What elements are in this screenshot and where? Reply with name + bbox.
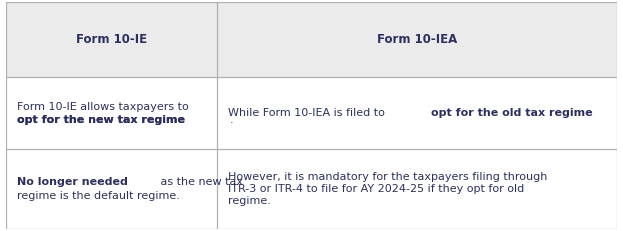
Text: Form 10-IE: Form 10-IE <box>76 33 147 46</box>
Text: ITR-3 or ITR-4 to file for AY 2024-25 if they opt for old: ITR-3 or ITR-4 to file for AY 2024-25 if… <box>228 184 524 194</box>
Bar <box>6 2 617 77</box>
Text: regime is the default regime.: regime is the default regime. <box>17 191 180 201</box>
Text: However, it is mandatory for the taxpayers filing through: However, it is mandatory for the taxpaye… <box>228 172 547 182</box>
Text: regime.: regime. <box>228 196 271 206</box>
Text: opt for the new tax regime: opt for the new tax regime <box>17 115 185 125</box>
Text: as the new tax: as the new tax <box>158 177 244 187</box>
Text: opt for the new tax regime: opt for the new tax regime <box>17 115 185 125</box>
Bar <box>6 77 617 149</box>
Text: .: . <box>230 115 233 125</box>
Bar <box>6 149 617 229</box>
Text: opt for the old tax regime: opt for the old tax regime <box>430 108 592 118</box>
Text: No longer needed: No longer needed <box>17 177 128 187</box>
Text: While Form 10-IEA is filed to: While Form 10-IEA is filed to <box>228 108 388 118</box>
Text: Form 10-IE allows taxpayers to: Form 10-IE allows taxpayers to <box>17 102 189 112</box>
Text: Form 10-IEA: Form 10-IEA <box>377 33 457 46</box>
